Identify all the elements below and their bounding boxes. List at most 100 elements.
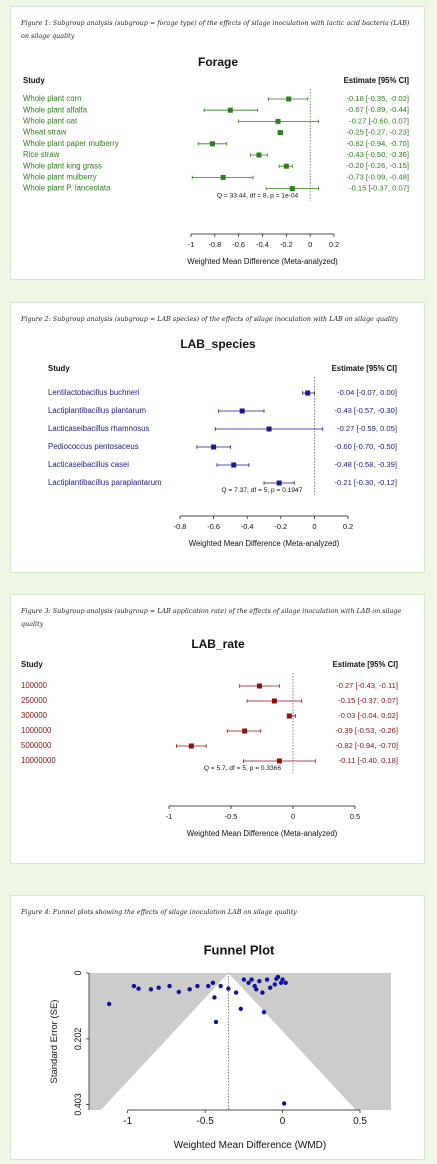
study-point [261,1009,267,1015]
x-tick-label: 0 [308,240,312,249]
estimate-ci-text: -0.11 [-0.40, 0.18] [339,756,398,765]
study-label: 10000000 [21,756,56,765]
study-point [206,983,211,989]
figure-3-caption: Figure 3: Subgroup analysis (subgroup = … [21,607,402,628]
study-point [167,983,172,989]
column-header-estimate: Estimate [95% CI] [333,660,399,669]
estimate-ci-text: -0.25 [-0.27, -0.23] [347,128,409,137]
study-point [281,1101,287,1106]
figure-1-card: Figure 1: Subgroup analysis (subgroup = … [10,6,425,280]
study-point [283,980,288,985]
estimate-ci-text: -0.27 [-0.59, 0.05] [337,424,397,433]
estimate-ci-text: -0.43 [-0.57, -0.30] [335,406,397,415]
point-estimate-marker [242,728,248,734]
study-point [106,1001,112,1007]
study-label: Whole plant P. lanceolata [23,184,111,193]
y-axis-label: Standard Error (SE) [49,1000,60,1084]
point-estimate-marker [209,141,215,147]
x-tick-label: 0.2 [329,240,339,249]
funnel-region [100,973,356,1110]
point-estimate-marker [227,107,233,113]
x-axis-label: Weighted Mean Difference (Meta-analyzed) [187,257,338,266]
estimate-ci-text: -0.60 [-0.70, -0.50] [335,442,397,451]
point-estimate-marker [231,462,237,468]
point-estimate-marker [283,163,289,169]
study-label: Whole plant king grass [23,161,102,170]
study-label: Whole plant corn [23,94,82,103]
estimate-ci-text: -0.67 [-0.89, -0.44] [347,105,409,114]
study-label: Whole plant mulberry [23,172,97,181]
y-tick-label: 0.202 [73,1028,83,1051]
funnel-plot: Funnel Plot 0 0.202 0.403 Standard Error (SE… [49,942,391,1151]
lab-rate-forest-plot: LAB_rate Study Estimate [95% CI] 100000 -0.2… [21,637,399,838]
column-header-study: Study [21,660,43,669]
study-point [249,977,254,982]
heterogeneity-statistic: Q = 7.37, df = 5, p = 0.1947 [222,487,303,494]
x-axis-label: Weighted Mean Difference (WMD) [174,1140,326,1151]
column-header-estimate: Estimate [95% CI] [344,76,410,85]
study-point [280,977,285,982]
estimate-ci-text: -0.27 [-0.43, -0.11] [336,681,398,690]
estimate-ci-text: -0.73 [-0.99, -0.48] [347,172,409,181]
estimate-ci-text: -0.03 [-0.04, 0.02] [338,711,398,720]
study-point [212,995,217,1000]
study-point [195,983,200,989]
estimate-ci-text: -0.43 [-0.50, -0.36] [347,150,409,159]
study-point [156,985,161,990]
x-tick-label: -0.2 [274,522,287,531]
x-tick-label: -1 [123,1116,132,1127]
x-tick-label: -0.8 [174,522,187,531]
study-point [254,987,259,992]
study-point [187,987,192,992]
study-point [268,985,273,990]
chart-title: Funnel Plot [204,942,275,957]
point-estimate-marker [211,444,217,450]
study-point [238,1006,243,1012]
x-tick-label: -0.4 [256,240,269,249]
estimate-ci-text: -0.48 [-0.58, -0.39] [335,460,397,469]
estimate-ci-text: -0.82 [-0.94, -0.70] [347,139,409,148]
study-point [218,983,223,989]
study-point [226,986,231,991]
figure-2-card: Figure 2: Subgroup analysis (subgroup = … [10,302,425,573]
study-point [278,980,284,985]
study-point [148,987,154,992]
estimate-ci-text: -0.15 [-0.37, 0.07] [349,184,409,193]
heterogeneity-statistic: Q = 33.44, df = 8, p = 1e-04 [217,192,299,199]
point-estimate-marker [256,152,262,158]
estimate-ci-text: -0.15 [-0.37, 0.07] [338,696,398,705]
x-tick-label: -1 [166,812,173,821]
study-label: Wheat straw [23,128,67,137]
study-point [176,989,182,995]
study-label: Whole plant alfalfa [23,105,88,114]
figure-3-card: Figure 3: Subgroup analysis (subgroup = … [10,594,425,864]
study-point [257,978,262,984]
point-estimate-marker [271,698,277,704]
x-tick-label: 0 [312,522,316,531]
x-axis-label: Weighted Mean Difference (Meta-analyzed) [187,829,338,838]
x-tick-label: -0.5 [225,812,238,821]
point-estimate-marker [275,118,281,124]
point-estimate-marker [305,390,311,396]
figure-4-card: Figure 4: Funnel plots showing the effec… [10,895,425,1160]
chart-title: LAB_species [180,337,256,351]
x-tick-label: 0.5 [353,1116,367,1127]
point-estimate-marker [276,758,282,764]
study-label: Pediococcus pentosaceus [48,442,139,451]
estimate-ci-text: -0.20 [-0.26, -0.15] [347,161,409,170]
point-estimate-marker [277,130,283,136]
point-estimate-marker [286,96,292,102]
x-axis-label: Weighted Mean Difference (Meta-analyzed) [189,539,340,548]
x-tick-label: -0.6 [207,522,220,531]
lab-species-forest-plot: LAB_species Study Estimate [95% CI] Lentila… [48,337,397,548]
figure-4-caption: Figure 4: Funnel plots showing the effec… [21,908,297,916]
point-estimate-marker [239,408,245,414]
study-point [213,1019,219,1025]
study-point [131,983,137,989]
chart-title: Forage [198,55,238,69]
estimate-ci-text: -0.82 [-0.94, -0.70] [336,741,398,750]
chart-title: LAB_rate [191,637,245,651]
study-label: Lentilactobacillus buchneri [48,388,140,397]
y-tick-label: 0 [73,970,83,975]
figure-1-caption: Figure 1: Subgroup analysis (subgroup = … [21,19,410,40]
